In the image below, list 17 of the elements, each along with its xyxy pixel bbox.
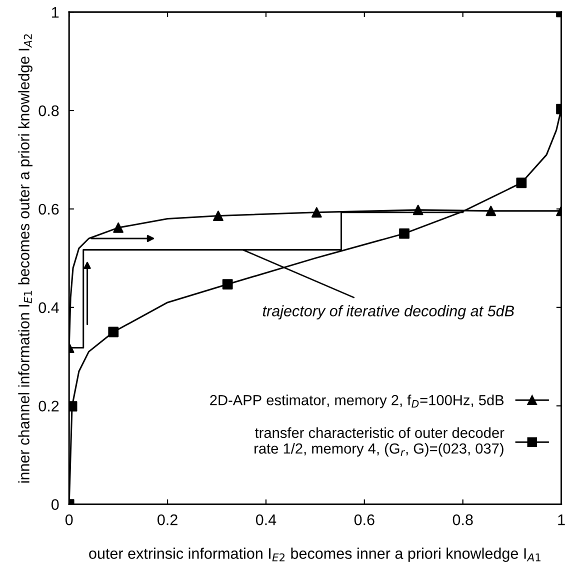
x-tick-label: 0 (65, 514, 73, 526)
x-axis-title: outer extrinsic information I$_{E2}$ becomes inner a priori knowledge I$_{A1}$ (89, 548, 540, 562)
y-tick-label: 0.4 (38, 302, 59, 314)
legend-label: transfer characteristic of outer decoder rate 1/2, memory 4, (G$_{r}$, G)=(023, 037) (254, 427, 504, 457)
x-tick-label: 0.4 (256, 514, 276, 526)
annotation: trajectory of iterative decoding at 5dB (262, 305, 514, 320)
y-tick-label: 0.8 (38, 105, 59, 116)
x-tick-label: 0.6 (354, 514, 374, 526)
x-tick-label: 1 (558, 514, 565, 526)
y-tick-label: 1 (52, 7, 59, 18)
y-tick-label: 0 (51, 499, 59, 510)
x-tick-label: 0.8 (452, 514, 473, 526)
y-axis-title: inner channel information I$_{E1}$ becomes outer a priori knowledge I$_{A2}$ (18, 34, 32, 483)
y-tick-label: 0.6 (38, 204, 59, 215)
legend-label: 2D-APP estimator, memory 2, f$_{D}$=100Hz, 5dB (210, 394, 504, 408)
x-tick-label: 0.2 (158, 514, 178, 526)
y-tick-label: 0.2 (38, 400, 59, 412)
